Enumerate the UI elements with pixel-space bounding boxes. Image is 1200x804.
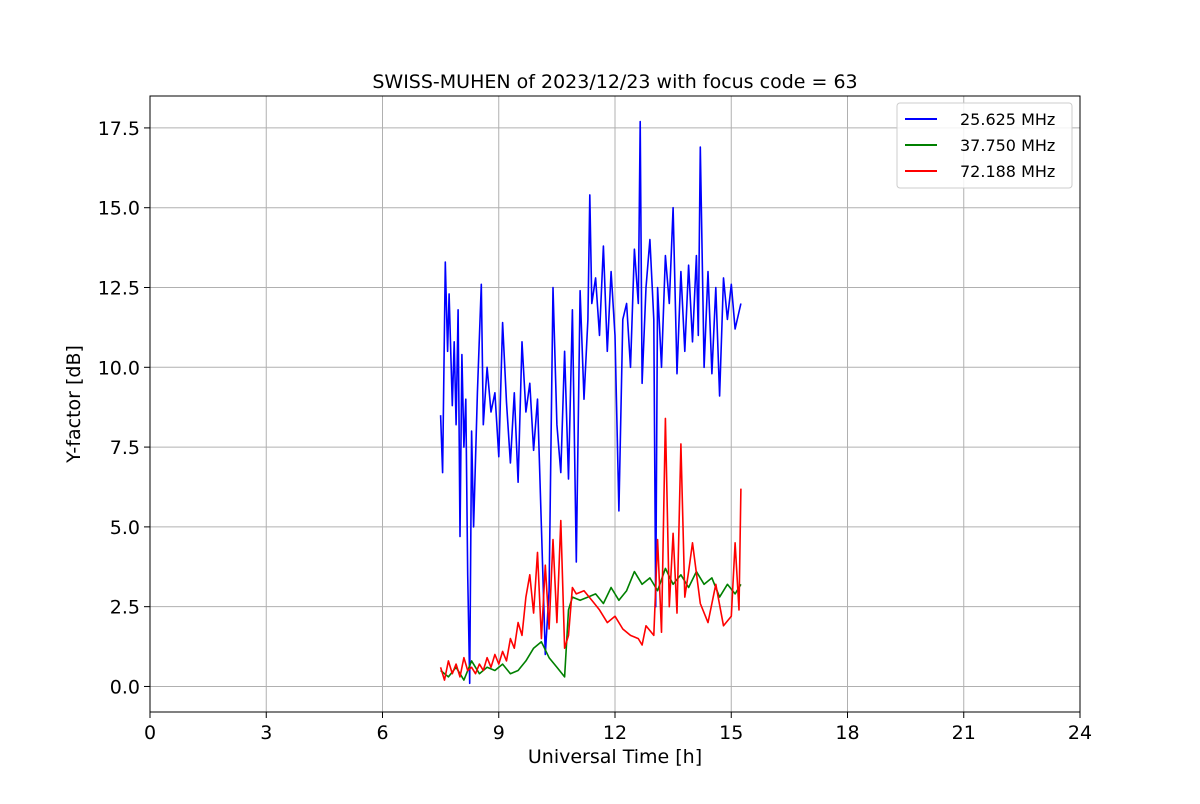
x-tick-label: 12 [603, 722, 627, 744]
x-tick-label: 0 [144, 722, 156, 744]
series-line-2 [440, 567, 742, 681]
x-tick-label: 3 [260, 722, 272, 744]
x-tick-label: 18 [835, 722, 859, 744]
y-tick-label: 12.5 [98, 278, 140, 300]
series-line-3 [439, 417, 742, 681]
legend-label: 72.188 MHz [960, 162, 1055, 181]
x-tick-label: 9 [493, 722, 505, 744]
legend-label: 25.625 MHz [960, 110, 1055, 129]
x-tick-label: 15 [719, 722, 743, 744]
y-tick-label: 15.0 [98, 198, 140, 220]
y-tick-label: 17.5 [98, 118, 140, 140]
y-tick-label: 2.5 [110, 597, 140, 619]
y-tick-label: 0.0 [110, 676, 140, 698]
series-layer [439, 120, 742, 685]
x-tick-label: 24 [1068, 722, 1092, 744]
legend-box [896, 102, 1073, 189]
y-tick-label: 10.0 [98, 357, 140, 379]
x-axis-label: Universal Time [h] [528, 746, 702, 768]
series-line-1 [439, 120, 742, 685]
x-tick-label: 21 [952, 722, 976, 744]
y-axis-label: Y-factor [dB] [63, 345, 85, 464]
chart-title: SWISS-MUHEN of 2023/12/23 with focus cod… [372, 71, 857, 93]
ticks: 0 3 6 9 12 15 18 21 24 0.0 2.5 5.0 7.5 10.0 12.5 15.0 17… [98, 118, 1092, 744]
legend: 25.625 MHz 37.750 MHz 72.188 MHz [896, 102, 1073, 189]
y-tick-label: 5.0 [110, 517, 140, 539]
legend-label: 37.750 MHz [960, 136, 1055, 155]
x-tick-label: 6 [376, 722, 388, 744]
y-tick-label: 7.5 [110, 437, 140, 459]
